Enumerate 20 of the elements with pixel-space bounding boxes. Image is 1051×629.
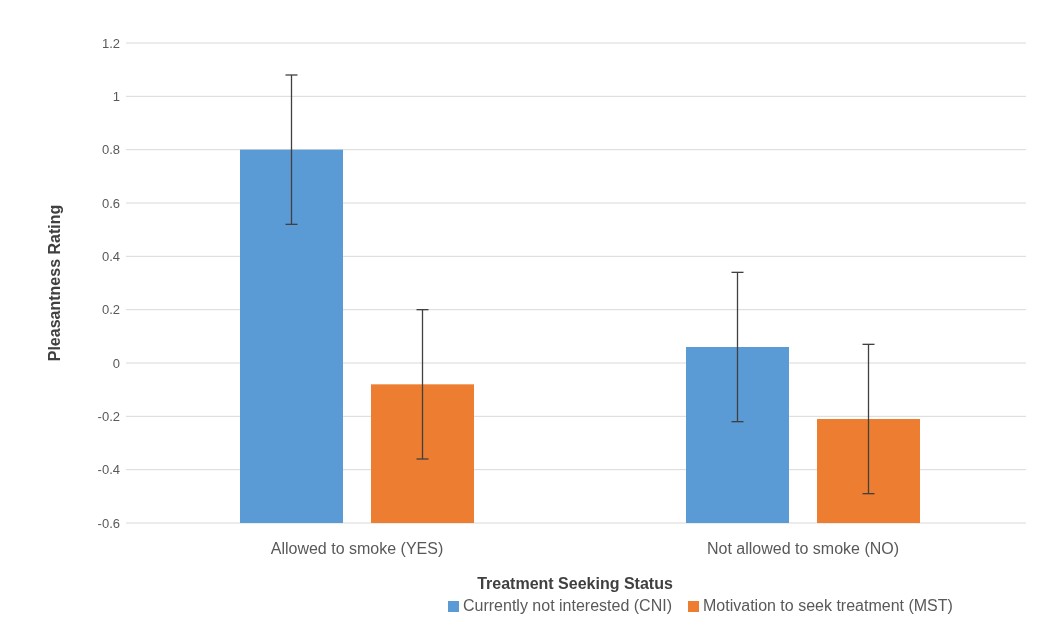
x-tick-label: Allowed to smoke (YES) <box>270 540 444 557</box>
y-tick-label: 0.2 <box>101 302 120 318</box>
bar <box>371 384 474 523</box>
y-tick-label: 1.2 <box>101 35 120 51</box>
y-tick-label: -0.6 <box>97 515 120 531</box>
y-tick-label: 0.8 <box>101 142 120 158</box>
x-tick-label: Not allowed to smoke (NO) <box>706 540 900 557</box>
y-tick-label: 1 <box>112 88 120 104</box>
y-tick-label: 0.6 <box>101 195 120 211</box>
y-tick-label: -0.2 <box>97 408 120 424</box>
y-axis-title: Pleasantness Rating <box>46 204 63 362</box>
bar <box>686 347 789 523</box>
y-tick-label: 0 <box>112 355 120 371</box>
legend-label: Currently not interested (CNI) <box>463 597 672 614</box>
bar <box>240 149 343 523</box>
y-tick-label: -0.4 <box>97 462 120 478</box>
x-axis-title: Treatment Seeking Status <box>477 575 673 592</box>
bar <box>817 419 920 523</box>
legend-label: Motivation to seek treatment (MST) <box>703 597 953 614</box>
y-tick-label: 0.4 <box>101 248 120 264</box>
